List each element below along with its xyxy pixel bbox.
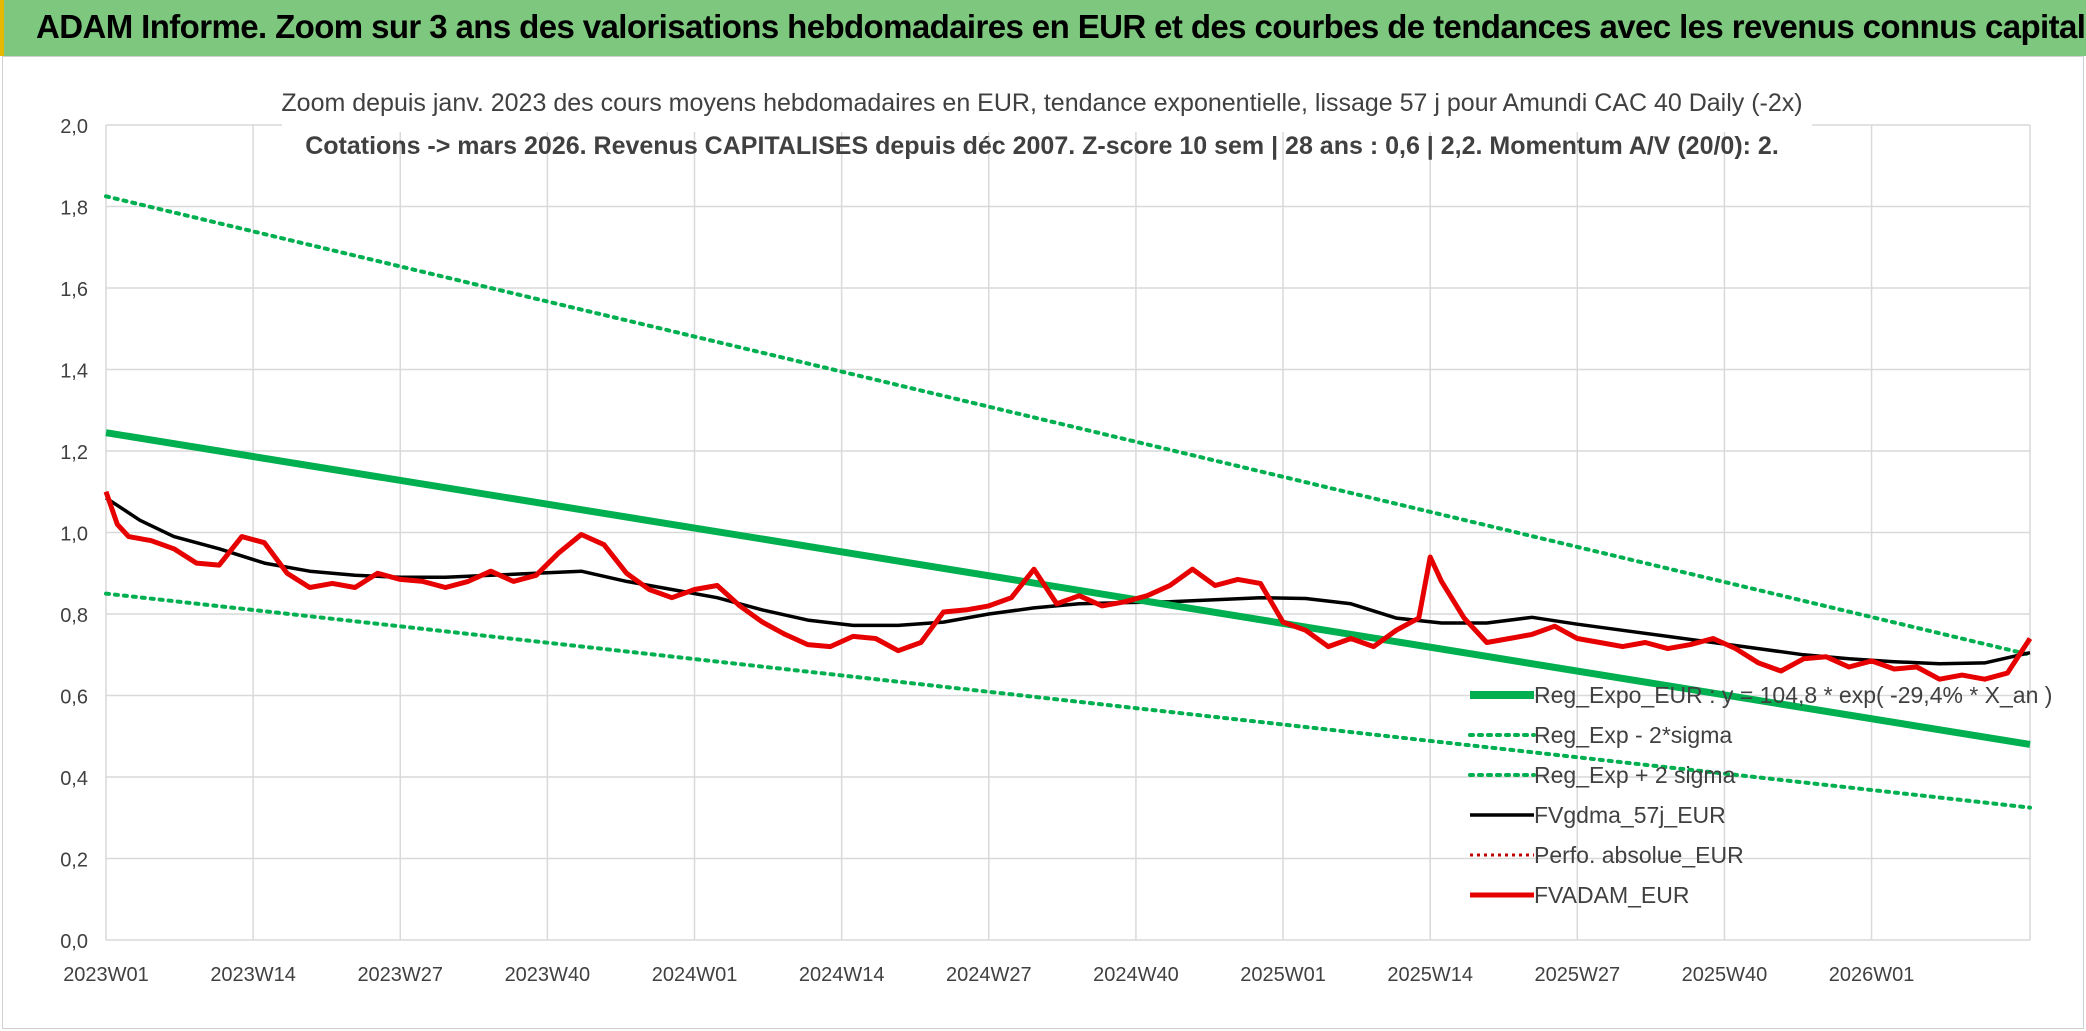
x-tick-label: 2023W27 xyxy=(357,964,443,986)
x-axis-ticks: 2023W01 2023W14 2023W27 2023W40 2024W01 2024W… xyxy=(63,964,1914,986)
legend-label: FVgdma_57j_EUR xyxy=(1534,802,1726,828)
x-tick-label: 2025W27 xyxy=(1534,964,1620,986)
chart-legend: Reg_Expo_EUR : y = 104,8 * exp( -29,4% *… xyxy=(1468,682,2052,908)
y-tick-label: 1,8 xyxy=(60,198,88,220)
series-line-fvgdma-57j-eur xyxy=(105,496,2031,666)
x-tick-label: 2025W01 xyxy=(1240,964,1326,986)
x-tick-label: 2024W27 xyxy=(946,964,1032,986)
legend-label: Perfo. absolue_EUR xyxy=(1534,842,1744,868)
report-banner: ADAM Informe. Zoom sur 3 ans des valoris… xyxy=(0,0,2086,56)
chart-title-background xyxy=(282,80,1812,132)
chart-title-line1: Zoom depuis janv. 2023 des cours moyens … xyxy=(281,89,1802,117)
y-tick-label: 0,8 xyxy=(60,605,88,627)
y-tick-label: 0,6 xyxy=(60,687,88,709)
y-tick-label: 0,0 xyxy=(60,931,88,953)
y-tick-label: 1,6 xyxy=(60,279,88,301)
legend-label: Reg_Expo_EUR : y = 104,8 * exp( -29,4% *… xyxy=(1534,682,2052,708)
chart-title-line2: Cotations -> mars 2026. Revenus CAPITALI… xyxy=(305,132,1779,160)
y-tick-label: 0,4 xyxy=(60,768,88,790)
legend-label: Reg_Exp - 2*sigma xyxy=(1534,722,1732,748)
x-tick-label: 2025W40 xyxy=(1682,964,1768,986)
legend-label: FVADAM_EUR xyxy=(1534,882,1690,908)
y-axis-ticks: 0,0 0,2 0,4 0,6 0,8 1,0 1,2 1,4 1,6 1,8 2,0 xyxy=(60,116,88,953)
y-tick-label: 0,2 xyxy=(60,850,88,872)
x-tick-label: 2025W14 xyxy=(1387,964,1473,986)
chart-grid xyxy=(105,124,2031,941)
x-tick-label: 2023W01 xyxy=(63,964,149,986)
x-tick-label: 2026W01 xyxy=(1829,964,1915,986)
x-tick-label: 2024W01 xyxy=(652,964,738,986)
chart-frame xyxy=(2,56,2084,1029)
x-tick-label: 2023W40 xyxy=(505,964,591,986)
report-title: ADAM Informe. Zoom sur 3 ans des valoris… xyxy=(36,8,2086,45)
legend-label: Reg_Exp + 2 sigma xyxy=(1534,762,1736,788)
x-tick-label: 2023W14 xyxy=(210,964,296,986)
x-tick-label: 2024W14 xyxy=(799,964,885,986)
chart-series xyxy=(103,194,2033,810)
y-tick-label: 1,0 xyxy=(60,524,88,546)
series-line-reg-exp-2-sigma xyxy=(104,194,2032,657)
y-tick-label: 1,4 xyxy=(60,361,88,383)
y-tick-label: 2,0 xyxy=(60,116,88,138)
x-tick-label: 2024W40 xyxy=(1093,964,1179,986)
series-line-reg-expo-eur-y-104-8-exp xyxy=(105,429,2031,748)
y-tick-label: 1,2 xyxy=(60,442,88,464)
series-line-fvadam-eur xyxy=(103,490,2033,682)
series-line-reg-exp-2-sigma xyxy=(104,591,2032,810)
